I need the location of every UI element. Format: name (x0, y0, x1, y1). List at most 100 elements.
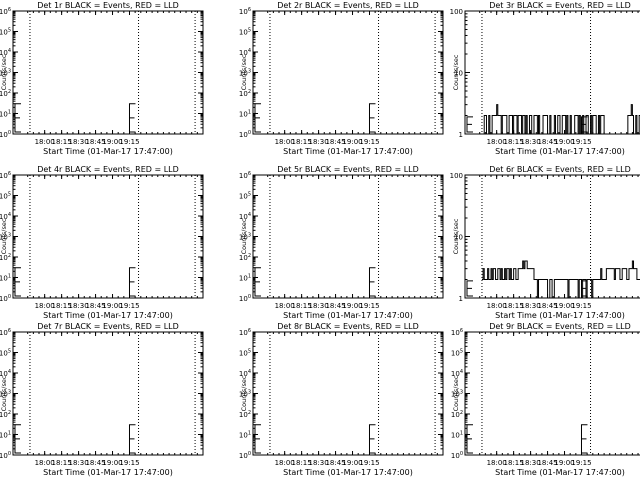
x-tick-label: 18:30 (309, 138, 329, 146)
interval-bracket-marker (128, 267, 136, 297)
x-tick-label: 18:00 (35, 138, 55, 146)
interval-bracket-marker (254, 267, 261, 297)
y-tick-label: 100 (0, 451, 11, 460)
plot-frame (252, 331, 444, 456)
x-tick-label: 18:00 (275, 302, 295, 310)
chart-title: Det 1r BLACK = Events, RED = LLD (37, 1, 179, 10)
detector-panel-5: Det 5r BLACK = Events, RED = LLD18:0018:… (239, 165, 444, 320)
x-tick-label: 18:15 (292, 302, 312, 310)
y-tick-label: 106 (239, 7, 251, 16)
x-tick-label: 19:15 (119, 138, 139, 146)
x-axis-label: Start Time (01-Mar-17 17:47:00) (495, 311, 625, 320)
x-axis-label: Start Time (01-Mar-17 17:47:00) (43, 147, 173, 156)
x-tick-label: 18:45 (325, 138, 345, 146)
x-tick-label: 18:15 (292, 459, 312, 467)
x-tick-label: 19:00 (554, 138, 574, 146)
y-tick-label: 104 (0, 369, 11, 378)
x-tick-label: 18:30 (309, 302, 329, 310)
y-axis-label: Counts/sec (240, 375, 248, 411)
x-tick-label: 18:30 (521, 302, 541, 310)
y-tick-label: 101 (0, 274, 11, 283)
x-axis-label: Start Time (01-Mar-17 17:47:00) (495, 147, 625, 156)
x-tick-label: 19:15 (359, 138, 379, 146)
x-tick-label: 18:45 (85, 459, 105, 467)
y-tick-label: 103 (451, 390, 463, 399)
y-tick-label: 101 (0, 431, 11, 440)
y-axis-label: Counts/sec (452, 218, 460, 254)
chart-title: Det 7r BLACK = Events, RED = LLD (37, 322, 179, 331)
chart-title: Det 5r BLACK = Events, RED = LLD (277, 165, 419, 174)
y-tick-label: 102 (239, 89, 251, 98)
x-tick-label: 19:00 (102, 459, 122, 467)
x-tick-label: 19:15 (359, 302, 379, 310)
chart-title: Det 8r BLACK = Events, RED = LLD (277, 322, 419, 331)
y-tick-label: 106 (239, 328, 251, 337)
y-tick-label: 101 (239, 110, 251, 119)
interval-bracket-marker (14, 103, 21, 133)
interval-bracket-marker (466, 280, 473, 297)
y-tick-label: 101 (451, 431, 463, 440)
y-tick-label: 105 (239, 192, 251, 201)
interval-bracket-marker (466, 116, 473, 133)
detector-panel-1: Det 1r BLACK = Events, RED = LLD 18:00 18:… (0, 1, 204, 156)
detector-panel-3: Det 3r BLACK = Events, RED = LLD18:0018:… (450, 1, 640, 156)
plot-frame (464, 10, 640, 135)
y-tick-label: 105 (0, 349, 11, 358)
x-tick-label: 18:45 (325, 302, 345, 310)
y-tick-label: 103 (0, 69, 11, 78)
y-tick-label: 106 (239, 171, 251, 180)
y-axis-label: Counts/sec (452, 375, 460, 411)
x-tick-label: 19:15 (571, 138, 591, 146)
y-tick-label: 104 (451, 369, 463, 378)
detector-panel-9: Det 9r BLACK = Events, RED = LLD18:0018:… (451, 322, 640, 477)
detector-panel-2: Det 2r BLACK = Events, RED = LLD18:0018:… (239, 1, 444, 156)
y-tick-label: 101 (0, 110, 11, 119)
x-tick-label: 18:30 (521, 138, 541, 146)
y-tick-label: 105 (0, 28, 11, 37)
y-tick-label: 102 (0, 410, 11, 419)
plot-frame (464, 331, 640, 456)
y-tick-label: 102 (0, 253, 11, 262)
y-tick-label: 102 (239, 410, 251, 419)
y-tick-label: 10 (454, 70, 463, 78)
x-tick-label: 18:15 (292, 138, 312, 146)
y-tick-label: 102 (0, 89, 11, 98)
events-series-line (481, 260, 640, 299)
interval-bracket-marker (14, 424, 21, 454)
chart-title: Det 2r BLACK = Events, RED = LLD (277, 1, 419, 10)
x-tick-label: 19:00 (342, 138, 362, 146)
interval-bracket-marker (14, 267, 21, 297)
x-tick-label: 18:30 (69, 459, 89, 467)
y-tick-label: 105 (0, 192, 11, 201)
x-tick-label: 18:00 (275, 459, 295, 467)
x-tick-label: 19:15 (119, 302, 139, 310)
x-tick-label: 18:00 (275, 138, 295, 146)
x-tick-label: 19:00 (102, 138, 122, 146)
y-tick-label: 106 (451, 328, 463, 337)
y-tick-label: 102 (239, 253, 251, 262)
y-tick-label: 100 (451, 451, 463, 460)
x-tick-label: 19:00 (342, 459, 362, 467)
x-tick-label: 19:00 (102, 302, 122, 310)
y-axis-label: Counts/sec (452, 54, 460, 90)
chart-title: Det 6r BLACK = Events, RED = LLD (489, 165, 631, 174)
y-tick-label: 10 (454, 234, 463, 242)
plot-frame (12, 10, 204, 135)
x-tick-label: 18:45 (85, 138, 105, 146)
y-tick-label: 101 (239, 274, 251, 283)
y-axis-label: Counts/sec (240, 218, 248, 254)
y-axis-label: Counts/sec (240, 54, 248, 90)
interval-bracket-marker (128, 424, 136, 454)
y-tick-label: 100 (450, 8, 463, 16)
detector-panel-7: Det 7r BLACK = Events, RED = LLD18:0018:… (0, 322, 204, 477)
x-axis-label: Start Time (01-Mar-17 17:47:00) (283, 147, 413, 156)
x-axis-label: Start Time (01-Mar-17 17:47:00) (283, 468, 413, 477)
x-tick-label: 18:15 (504, 302, 524, 310)
plot-frame (252, 10, 444, 135)
x-tick-label: 18:45 (537, 459, 557, 467)
x-tick-label: 18:45 (85, 302, 105, 310)
x-tick-label: 19:15 (571, 302, 591, 310)
x-axis-label: Start Time (01-Mar-17 17:47:00) (283, 311, 413, 320)
interval-bracket-marker (368, 103, 376, 133)
chart-title: Det 9r BLACK = Events, RED = LLD (489, 322, 631, 331)
